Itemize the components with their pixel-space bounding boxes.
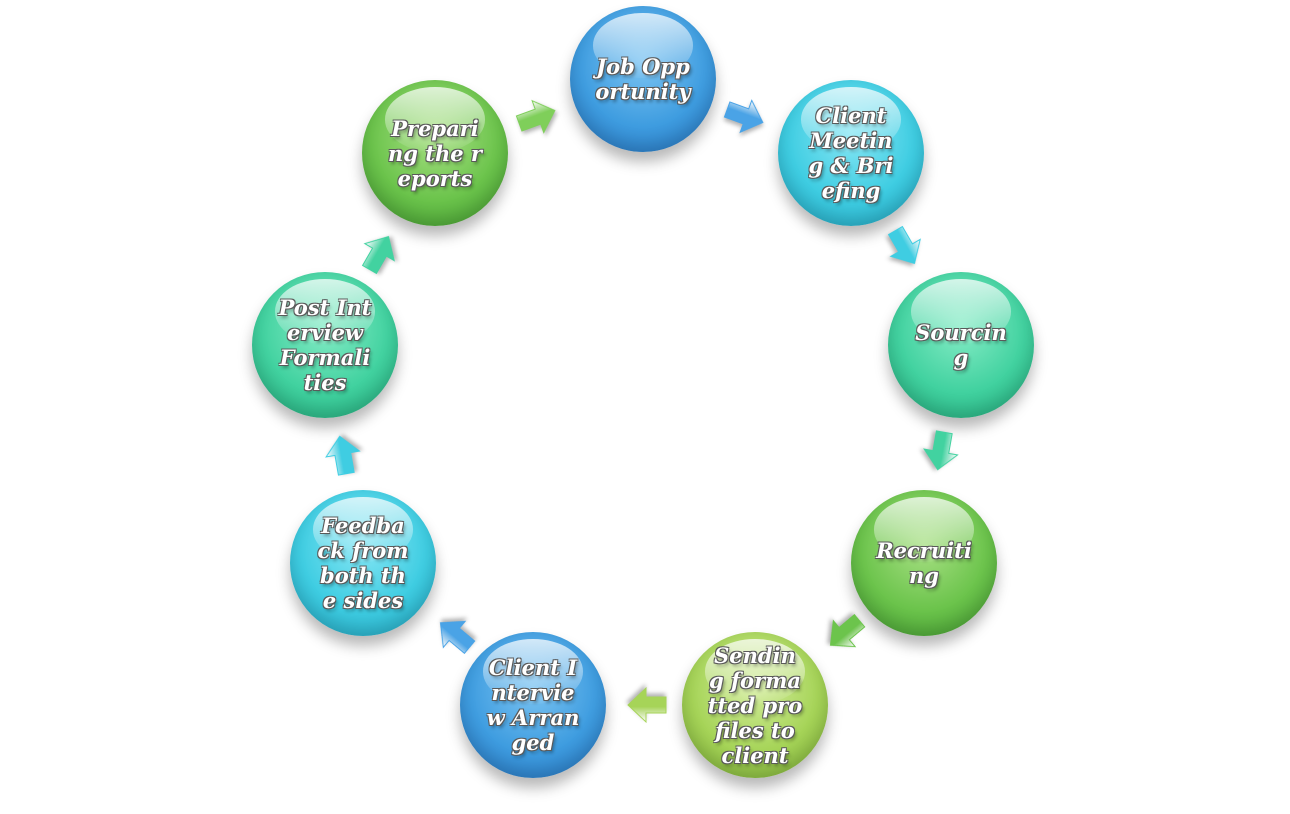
arrow-icon: [719, 91, 771, 141]
node-label: Job Opportunity: [595, 54, 691, 104]
arrow-icon: [352, 225, 406, 280]
node-preparing-reports: Preparing the reports: [362, 80, 508, 226]
node-label: Sourcing: [915, 320, 1007, 370]
node-label: Client Interview Arranged: [486, 655, 580, 755]
arrow-icon: [427, 607, 484, 663]
node-sending-profiles: Sending formatted profiles to client: [682, 632, 828, 778]
node-label: Sending formatted profiles to client: [707, 642, 803, 768]
node-job-opportunity: Job Opportunity: [570, 6, 716, 152]
arrow-icon: [817, 605, 874, 661]
node-label: Recruiting: [876, 538, 972, 588]
node-label: Client Meeting & Briefing: [808, 103, 894, 203]
node-label: Feedback from both the sides: [317, 513, 409, 613]
node-label: Post Interview Formalities: [278, 295, 372, 395]
arrow-icon: [878, 219, 932, 274]
arrow-icon: [321, 431, 366, 479]
node-sourcing: Sourcing: [888, 272, 1034, 418]
arrow-icon: [919, 427, 964, 475]
arrow-icon: [626, 686, 668, 724]
node-post-interview: Post Interview Formalities: [252, 272, 398, 418]
node-feedback: Feedback from both the sides: [290, 490, 436, 636]
arrow-icon: [511, 92, 563, 142]
node-client-interview: Client Interview Arranged: [460, 632, 606, 778]
node-label: Preparing the reports: [388, 115, 482, 191]
node-recruiting: Recruiting: [851, 490, 997, 636]
node-client-meeting: Client Meeting & Briefing: [778, 80, 924, 226]
